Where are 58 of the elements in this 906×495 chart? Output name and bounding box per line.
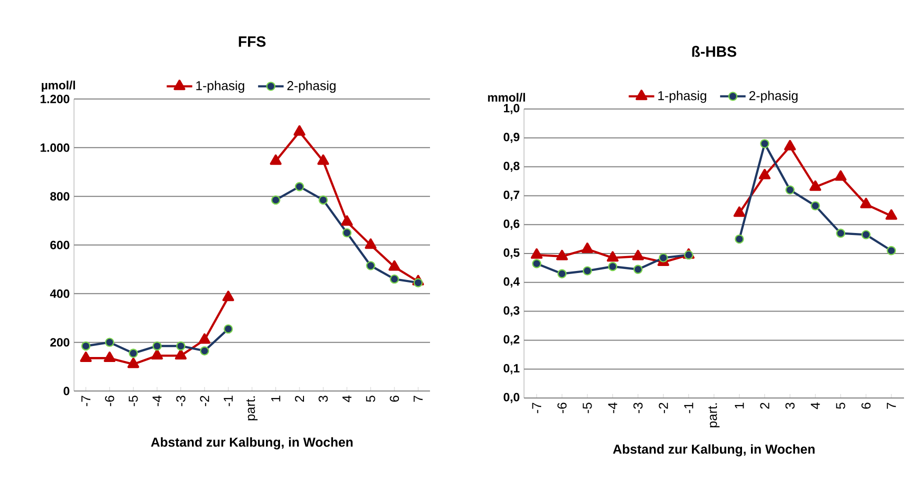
y-tick-label: 0,9	[504, 132, 520, 143]
x-tick-label: 6	[390, 396, 399, 402]
y-tick-label: 0,2	[504, 335, 520, 346]
legend-label: 2-phasig	[287, 80, 336, 93]
x-axis-title: Abstand zur Kalbung, in Wochen	[151, 437, 353, 450]
legend-label: 1-phasig	[658, 90, 706, 103]
x-tick-label: 4	[342, 396, 352, 402]
x-tick-label: part.	[246, 396, 258, 420]
x-tick-label: -7	[532, 402, 542, 414]
x-tick-label: -2	[200, 396, 210, 406]
x-tick-label: -6	[105, 396, 114, 406]
x-tick-label: 2	[294, 396, 304, 402]
y-tick-label: 0,6	[504, 220, 520, 230]
x-tick-label: -5	[128, 396, 138, 406]
chart-title: FFS	[238, 36, 266, 47]
y-tick-label: 1,0	[504, 104, 520, 114]
y-tick-label: 0	[64, 386, 70, 396]
x-tick-label: 1	[271, 396, 280, 402]
x-tick-label: 3	[785, 402, 795, 409]
x-tick-label: -5	[582, 402, 592, 414]
legend-label: 1-phasig	[196, 80, 244, 93]
x-tick-label: part.	[708, 403, 720, 428]
x-tick-label: -1	[224, 396, 233, 406]
x-tick-label: 7	[414, 396, 423, 402]
x-tick-label: 3	[318, 396, 328, 402]
y-tick-label: 0,0	[504, 392, 520, 404]
chart-title: ß-HBS	[692, 46, 736, 57]
x-tick-label: 4	[810, 402, 820, 410]
y-tick-label: 0,4	[504, 277, 520, 288]
x-tick-label: 6	[861, 402, 871, 409]
y-tick-label: 1.000	[40, 143, 70, 152]
y-tick-label: 0,8	[504, 162, 520, 172]
x-tick-label: 5	[836, 402, 846, 409]
y-tick-label: 600	[50, 240, 70, 250]
x-tick-label: -2	[658, 402, 668, 414]
x-tick-label: -1	[684, 402, 694, 414]
x-axis-title: Abstand zur Kalbung, in Wochen	[613, 444, 815, 456]
y-tick-label: 0,3	[504, 306, 520, 316]
x-tick-label: -7	[81, 396, 90, 406]
x-tick-label: -3	[176, 396, 186, 406]
x-tick-label: -4	[608, 402, 618, 414]
x-tick-label: -6	[557, 402, 567, 414]
x-tick-label: 2	[760, 402, 770, 409]
y-tick-label: 200	[50, 338, 70, 347]
y-tick-label: 0,7	[504, 190, 520, 201]
x-tick-label: -3	[633, 402, 643, 414]
y-tick-label: 400	[50, 289, 70, 298]
y-tick-label: 0,5	[504, 248, 520, 259]
y-axis-title: mmol/l	[488, 92, 525, 102]
y-axis-title: µmol/l	[42, 80, 75, 92]
x-tick-label: 5	[366, 396, 376, 402]
x-tick-label: 7	[886, 402, 896, 409]
y-tick-label: 1.200	[40, 94, 70, 104]
x-tick-label: 1	[734, 402, 744, 408]
legend-label: 2-phasig	[749, 90, 798, 103]
y-tick-label: 800	[50, 192, 70, 201]
x-tick-label: -4	[152, 396, 162, 406]
y-tick-label: 0,1	[504, 364, 520, 374]
